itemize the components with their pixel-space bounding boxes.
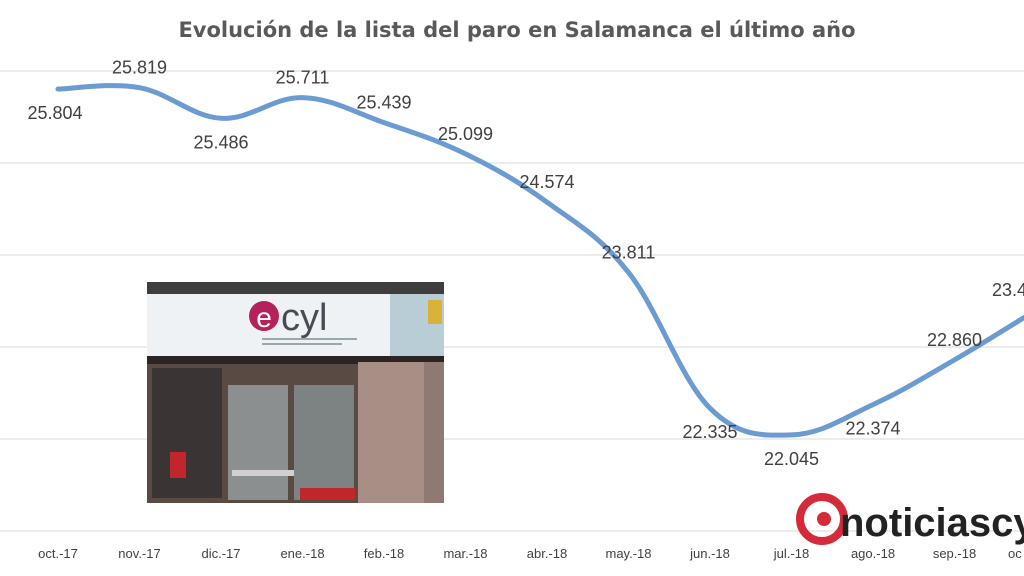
- data-label: 25.819: [112, 58, 167, 78]
- data-label: 22.045: [764, 449, 819, 469]
- data-label: 23.811: [602, 242, 656, 262]
- data-label: 25.486: [193, 132, 248, 152]
- ecyl-logo-icon: [249, 301, 279, 331]
- chart-title: Evolución de la lista del paro en Salama…: [178, 18, 855, 42]
- data-label: 24.574: [519, 172, 574, 192]
- x-axis-ticks: oct.-17 nov.-17 dic.-17 ene.-18 feb.-18 mar.-…: [38, 546, 1022, 561]
- data-label: 25.711: [276, 68, 330, 88]
- x-tick-label: sep.-18: [933, 546, 976, 561]
- storefront-photo: e cyl: [147, 282, 444, 503]
- x-tick-label: feb.-18: [364, 546, 404, 561]
- data-label: 22.374: [845, 419, 900, 439]
- x-tick-label: abr.-18: [527, 546, 567, 561]
- data-label: 22.335: [682, 422, 737, 442]
- x-tick-label: ene.-18: [280, 546, 324, 561]
- noticiascyl-logo-icon: [796, 493, 848, 545]
- noticiascyl-watermark: noticiascyl: [796, 493, 1024, 545]
- data-label: 25.099: [438, 124, 493, 144]
- x-tick-label: dic.-17: [201, 546, 240, 561]
- ecyl-logo-letter: e: [256, 302, 272, 333]
- data-label: 22.860: [927, 330, 982, 350]
- series-line: [55, 83, 1024, 438]
- watermark-text: noticiascyl: [840, 501, 1024, 545]
- ecyl-sign-text: cyl: [281, 297, 327, 339]
- x-tick-label: may.-18: [606, 546, 652, 561]
- x-tick-label: mar.-18: [443, 546, 487, 561]
- x-tick-label: oc: [1008, 546, 1022, 561]
- x-tick-label: ago.-18: [851, 546, 895, 561]
- data-label: 25.804: [27, 103, 82, 123]
- x-tick-label: jul.-18: [773, 546, 809, 561]
- data-label: 23.4: [992, 280, 1024, 300]
- x-tick-label: oct.-17: [38, 546, 78, 561]
- data-labels: 25.804 25.819 25.486 25.711 25.439 25.099 24.5…: [27, 58, 1024, 469]
- x-tick-label: jun.-18: [689, 546, 730, 561]
- x-tick-label: nov.-17: [118, 546, 160, 561]
- data-label: 25.439: [356, 93, 411, 113]
